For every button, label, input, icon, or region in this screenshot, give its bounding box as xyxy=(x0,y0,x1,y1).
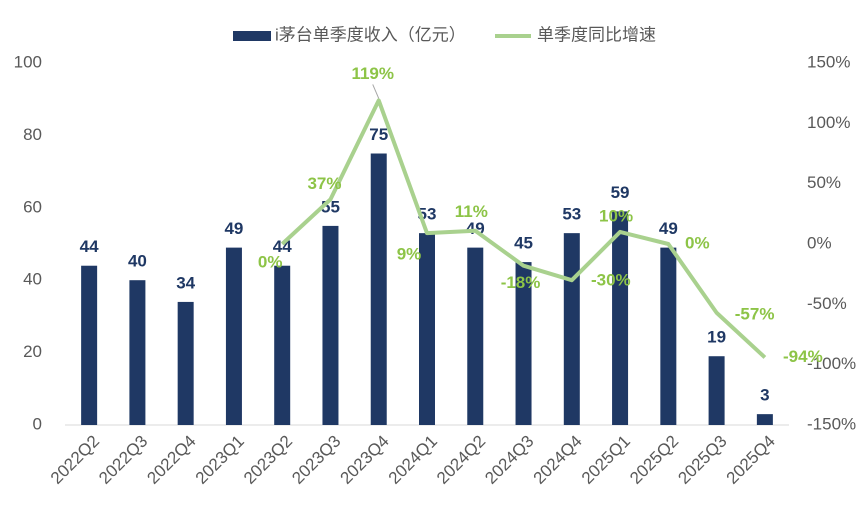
line-label: 119% xyxy=(351,64,394,83)
bar xyxy=(81,265,98,425)
line-label: 0% xyxy=(685,233,710,252)
bar xyxy=(612,211,629,425)
bar xyxy=(177,301,194,425)
x-tick-label: 2023Q1 xyxy=(192,432,248,488)
line xyxy=(280,98,767,359)
bar-label: 3 xyxy=(760,386,769,405)
bar-label: 75 xyxy=(369,125,388,144)
x-tick-label: 2024Q3 xyxy=(481,432,537,488)
x-tick-label: 2023Q4 xyxy=(337,432,393,488)
bar xyxy=(322,225,339,425)
line-label: -94% xyxy=(783,347,823,366)
legend-label: i茅台单季度收入（亿元） xyxy=(275,25,466,44)
bar-label: 44 xyxy=(80,237,99,256)
y2-tick-label: -100% xyxy=(807,354,856,373)
bar-label: 45 xyxy=(514,234,533,253)
bar xyxy=(274,265,291,425)
bar xyxy=(129,280,146,425)
line-label: 10% xyxy=(599,206,633,225)
bar-label: 19 xyxy=(707,328,726,347)
legend-swatch xyxy=(233,31,271,41)
x-tick-label: 2025Q4 xyxy=(723,432,779,488)
bar-label: 53 xyxy=(562,205,581,224)
bar-label: 40 xyxy=(128,252,147,271)
x-tick-label: 2024Q2 xyxy=(433,432,489,488)
y-tick-label: 40 xyxy=(23,270,42,289)
y-tick-label: 80 xyxy=(23,125,42,144)
line-label: -30% xyxy=(591,271,631,290)
bar xyxy=(225,247,242,425)
legend-label: 单季度同比增速 xyxy=(537,25,656,44)
line-label: 11% xyxy=(455,202,488,221)
x-tick-label: 2025Q3 xyxy=(674,432,730,488)
y2-tick-label: 0% xyxy=(807,233,832,252)
y2-tick-label: 150% xyxy=(807,52,850,71)
y-tick-label: 60 xyxy=(23,197,42,216)
line-label: -57% xyxy=(735,304,775,323)
y2-tick-label: -50% xyxy=(807,294,847,313)
x-tick-label: 2024Q4 xyxy=(530,432,586,488)
bar xyxy=(419,233,435,425)
line-label: 0% xyxy=(258,252,283,271)
bar xyxy=(515,262,532,425)
bar-label: 49 xyxy=(224,219,243,238)
line-label: 37% xyxy=(307,174,341,193)
x-tick-label: 2024Q1 xyxy=(385,432,441,488)
bar xyxy=(467,247,484,425)
x-tick-label: 2022Q4 xyxy=(143,432,199,488)
y2-tick-label: 50% xyxy=(807,173,841,192)
x-tick-label: 2023Q3 xyxy=(288,432,344,488)
bar xyxy=(370,153,387,425)
bar-label: 34 xyxy=(176,273,195,292)
y2-tick-label: 100% xyxy=(807,113,850,132)
bar-label: 49 xyxy=(659,219,678,238)
x-tick-label: 2022Q2 xyxy=(47,432,103,488)
bar-label: 59 xyxy=(611,183,630,202)
x-tick-label: 2022Q3 xyxy=(95,432,151,488)
x-tick-label: 2023Q2 xyxy=(240,432,296,488)
line-label: -18% xyxy=(501,273,541,292)
y-tick-label: 0 xyxy=(33,414,42,433)
y2-tick-label: -150% xyxy=(807,414,856,433)
x-tick-label: 2025Q1 xyxy=(578,432,634,488)
y-tick-label: 100 xyxy=(14,52,42,71)
line-label: 9% xyxy=(397,245,422,264)
bar xyxy=(756,414,773,425)
bar xyxy=(708,356,725,425)
x-tick-label: 2025Q2 xyxy=(626,432,682,488)
leader-line xyxy=(372,84,380,99)
y-tick-label: 20 xyxy=(23,342,42,361)
bar xyxy=(563,233,580,425)
bar xyxy=(660,247,677,425)
